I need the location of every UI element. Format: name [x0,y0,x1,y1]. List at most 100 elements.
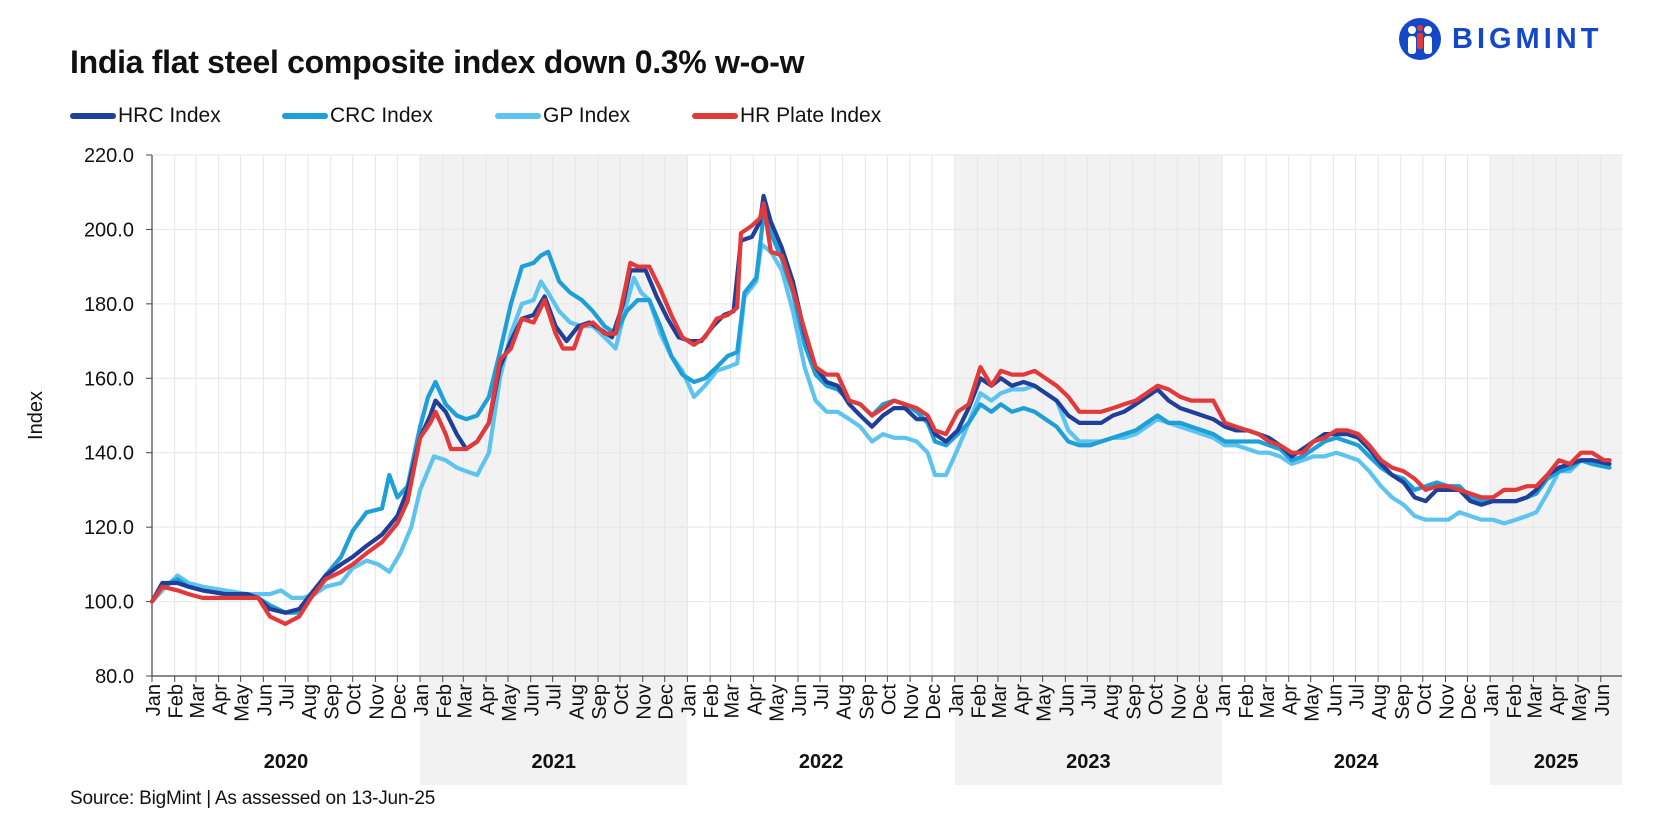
x-tick-label: Apr [1012,684,1034,715]
x-tick-label: Jun [522,684,544,716]
x-tick-label: May [232,684,254,722]
x-tick-label: Sep [589,684,611,720]
x-tick-label: Jul [811,684,833,710]
y-tick-label: 100.0 [84,592,134,614]
x-tick-label: Aug [834,684,856,720]
year-label-2023: 2023 [1066,751,1111,773]
x-tick-label: Jan [1213,684,1235,716]
x-tick-label: Jun [789,684,811,716]
y-tick-label: 200.0 [84,219,134,241]
year-label-2022: 2022 [799,751,844,773]
legend-swatch-gp [495,113,541,119]
x-tick-label: May [499,684,521,722]
y-tick-label: 220.0 [84,145,134,167]
x-tick-label: Mar [1524,684,1546,719]
x-tick-label: Aug [1101,684,1123,720]
bigmint-logo-text: BIGMINT [1452,22,1603,55]
x-tick-label: Nov [1436,684,1458,720]
x-tick-label: Feb [434,684,456,718]
x-tick-label: Mar [1257,684,1279,719]
bigmint-logo: BIGMINT [1398,16,1602,62]
x-tick-label: Oct [1146,684,1168,716]
year-label-2021: 2021 [531,751,576,773]
y-tick-label: 120.0 [84,517,134,539]
x-tick-label: Feb [1504,684,1526,718]
legend-swatch-hr-plate [692,113,738,119]
x-tick-label: Feb [968,684,990,718]
y-tick-label: 160.0 [84,368,134,390]
x-tick-label: Jul [544,684,566,710]
series-line-hrc-index [149,193,1612,615]
x-tick-label: Jul [1346,684,1368,710]
chart-title: India flat steel composite index down 0.… [70,44,805,80]
year-label-2024: 2024 [1334,751,1379,773]
x-tick-label: Aug [566,684,588,720]
legend-item-hr-plate: HR Plate Index [692,104,881,128]
x-tick-label: Oct [878,684,900,716]
series-line-gp-index [149,242,1612,604]
x-tick-label: Jan [411,684,433,716]
x-tick-label: Nov [634,684,656,720]
x-tick-label: Oct [1414,684,1436,716]
x-tick-label: Sep [1392,684,1414,720]
x-tick-label: Oct [344,684,366,716]
x-tick-label: Feb [1236,684,1258,718]
x-tick-label: Jun [254,684,276,716]
source-note: Source: BigMint | As assessed on 13-Jun-… [70,788,436,809]
x-tick-label: Jun [1324,684,1346,716]
x-tick-label: Aug [299,684,321,720]
y-axis-label: Index [25,391,47,440]
x-tick-label: Nov [366,684,388,720]
x-tick-label: Apr [1280,684,1302,715]
x-tick-label: Mar [454,684,476,719]
x-tick-label: Sep [1124,684,1146,720]
x-tick-label: May [1569,684,1591,722]
legend-label-hrc: HRC Index [118,104,221,127]
x-tick-label: Jul [276,684,298,710]
x-tick-label: Aug [1369,684,1391,720]
x-tick-label: Dec [388,684,410,720]
x-tick-label: Mar [722,684,744,719]
legend-swatch-crc [282,113,328,119]
x-tick-label: May [1034,684,1056,722]
x-tick-label: Nov [1168,684,1190,720]
y-tick-label: 180.0 [84,294,134,316]
line-chart: 80.0 100.0 120.0 140.0 160.0 180.0 200.0 220.0 I… [25,145,1622,785]
y-tick-label: 140.0 [84,443,134,465]
x-tick-label: Dec [923,684,945,720]
x-tick-label: Apr [477,684,499,715]
year-label-2020: 2020 [264,751,309,773]
x-tick-label: Apr [744,684,766,715]
legend-swatch-hrc [70,113,116,119]
x-tick-label: Jun [1592,684,1614,716]
x-tick-label: May [766,684,788,722]
x-tick-label: Feb [166,684,188,718]
y-tick-label: 80.0 [95,666,134,688]
x-tick-label: Feb [701,684,723,718]
x-tick-label: Jun [1056,684,1078,716]
x-tick-label: Nov [901,684,923,720]
bigmint-logo-icon [1399,18,1441,60]
x-tick-label: Oct [611,684,633,716]
legend-item-hrc: HRC Index [70,104,221,128]
x-tick-label: Mar [989,684,1011,719]
legend-label-gp: GP Index [543,104,631,127]
x-tick-label: Sep [856,684,878,720]
x-tick-label: Jan [946,684,968,716]
x-tick-label: Mar [187,684,209,719]
x-tick-label: May [1302,684,1324,722]
legend-item-gp: GP Index [495,104,630,128]
series-line-crc-index [149,212,1612,615]
x-tick-label: Sep [322,684,344,720]
x-tick-label: Dec [1458,684,1480,720]
legend-label-hr-plate: HR Plate Index [740,104,882,127]
series-line-hr-plate-index [149,201,1612,626]
legend-label-crc: CRC Index [330,104,433,127]
x-tick-label: Apr [1547,684,1569,715]
x-tick-label: Jul [1078,684,1100,710]
x-tick-label: Jan [678,684,700,716]
x-tick-label: Jan [1481,684,1503,716]
x-tick-label: Jan [143,684,165,716]
legend-item-crc: CRC Index [282,104,433,128]
x-tick-label: Dec [1190,684,1212,720]
